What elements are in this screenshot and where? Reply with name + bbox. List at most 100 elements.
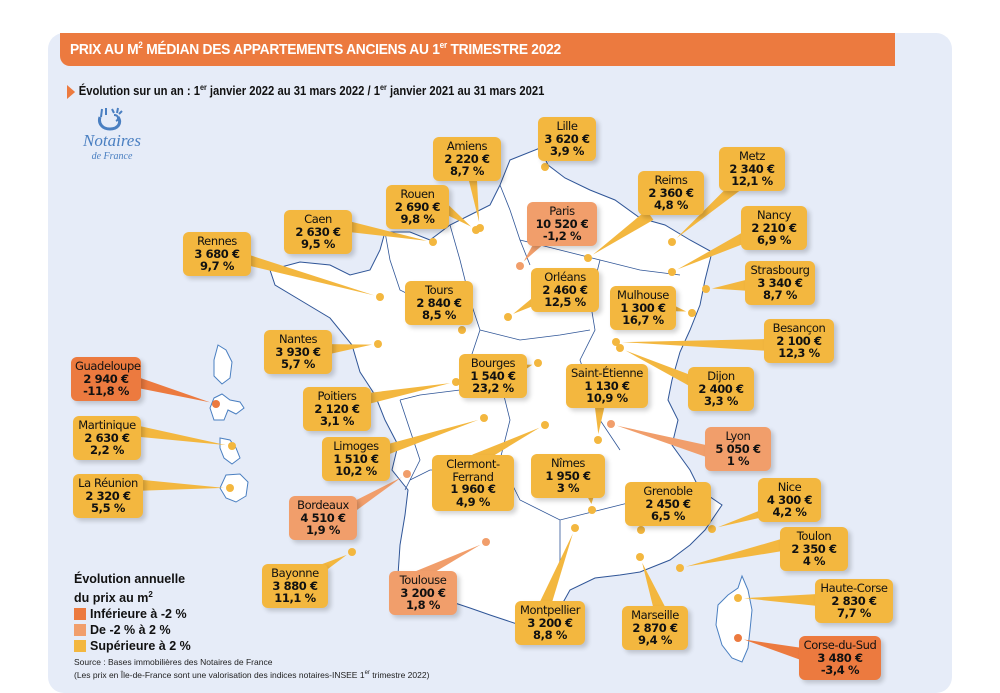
city-price: 1 510 € (333, 451, 379, 466)
pointer-martinique (129, 424, 227, 446)
callout-poitiers: Poitiers 2 120 €3,1 % (303, 387, 371, 431)
city-name: Bordeaux (297, 498, 349, 512)
city-dot-martinique (228, 442, 236, 450)
city-dot-strasbourg (702, 285, 710, 293)
city-name: Lyon (725, 429, 751, 443)
city-dot-limoges (480, 414, 488, 422)
legend-label: Supérieure à 2 % (90, 639, 191, 654)
city-price: 2 100 € (776, 333, 822, 348)
city-name: Corse-du-Sud (803, 638, 877, 652)
city-change: 2,2 % (90, 443, 124, 457)
city-price: 1 130 € (584, 378, 630, 393)
legend-title: Évolution annuelle du prix au m2 (74, 571, 191, 606)
city-dot-nice (708, 525, 716, 533)
callout-besancon: Besançon 2 100 €12,3 % (764, 319, 834, 363)
city-name: Grenoble (643, 484, 693, 498)
city-price: 3 620 € (544, 131, 590, 146)
callout-tours: Tours 2 840 €8,5 % (405, 281, 473, 325)
legend-item-high: Supérieure à 2 % (74, 638, 191, 654)
city-name: Saint-Étienne (571, 366, 643, 380)
callout-grenoble: Grenoble 2 450 €6,5 % (625, 482, 711, 526)
city-name: Lille (556, 119, 578, 133)
city-name: Nice (777, 480, 802, 494)
martinique-island (219, 437, 241, 465)
city-dot-besan-on (612, 338, 620, 346)
city-name: Bourges (470, 356, 516, 370)
city-dot-n-mes (588, 506, 596, 514)
pointer-lyon (616, 425, 712, 458)
city-price: 2 630 € (295, 224, 341, 239)
city-dot-metz (668, 238, 676, 246)
city-change: -11,8 % (83, 384, 129, 398)
city-price: 10 520 € (535, 216, 589, 231)
legend-item-mid: De -2 % à 2 % (74, 622, 191, 638)
city-price: 3 930 € (275, 344, 321, 359)
city-name-line-1: Clermont- (446, 457, 500, 471)
callout-reims: Reims 2 360 €4,8 % (638, 171, 704, 215)
city-change: 3 % (556, 481, 580, 495)
pointer-nantes (319, 344, 373, 356)
city-change: 8,8 % (533, 628, 567, 642)
city-change: 16,7 % (622, 313, 664, 327)
city-dot-bourges (534, 359, 542, 367)
city-price: 3 200 € (400, 585, 446, 600)
city-dot-toulon (676, 564, 684, 572)
city-dot-haute-corse (734, 594, 742, 602)
pointer-nancy (677, 229, 753, 270)
city-price: 2 210 € (751, 220, 797, 235)
city-dots (212, 163, 742, 642)
callout-marseille: Marseille 2 870 €9,4 % (622, 606, 688, 650)
pointer-reims (592, 210, 654, 255)
city-change: 12,3 % (778, 346, 820, 360)
city-name: Montpellier (519, 603, 581, 617)
city-name: Nancy (756, 208, 792, 222)
callout-amiens: Amiens 2 220 €8,7 % (433, 137, 501, 181)
pointer-rennes (228, 249, 375, 296)
city-change: 9,5 % (301, 237, 335, 251)
callout-dijon: Dijon 2 400 €3,3 % (688, 367, 754, 411)
callout-metz: Metz 2 340 €12,1 % (719, 147, 785, 191)
subtitle-text-3: janvier 2021 au 31 mars 2021 (386, 84, 545, 99)
legend-label: De -2 % à 2 % (90, 623, 171, 638)
city-change: 6,5 % (651, 509, 685, 523)
city-name: Guadeloupe (75, 359, 141, 373)
callout-paris: Paris 10 520 € -1,2 % (527, 202, 597, 246)
city-change: 1 % (726, 454, 750, 468)
notaires-logo: Notaires de France (76, 105, 148, 175)
city-price: 2 360 € (648, 185, 694, 200)
legend-title-line-1: Évolution annuelle (74, 572, 186, 586)
guadeloupe-island-1 (213, 344, 233, 385)
city-dot-mulhouse (688, 309, 696, 317)
city-price: 2 350 € (791, 541, 837, 556)
callout-haute-corse: Haute-Corse 2 830 €7,7 % (815, 579, 893, 623)
city-price: 4 300 € (766, 492, 813, 507)
title-sup-2: er (439, 40, 448, 50)
city-dot-guadeloupe (212, 400, 220, 408)
callout-lille: Lille 3 620 €3,9 % (538, 117, 596, 161)
city-price: 2 630 € (84, 430, 130, 445)
callout-lyon: Lyon 5 050 €1 % (705, 427, 771, 471)
city-change: 1,9 % (306, 523, 340, 537)
city-price: 1 960 € (450, 482, 496, 496)
city-name: Rouen (400, 187, 435, 201)
source-line-2-sup: er (364, 670, 370, 676)
source-line-2-end: trimestre 2022) (369, 669, 430, 680)
city-name: Limoges (333, 439, 379, 453)
city-price: 3 880 € (272, 578, 318, 593)
callout-rouen: Rouen 2 690 €9,8 % (386, 185, 449, 229)
city-dot-montpellier (571, 524, 579, 532)
subtitle: Évolution sur un an : 1er janvier 2022 a… (67, 83, 544, 99)
city-name: Bayonne (271, 566, 319, 580)
city-change: 12,5 % (544, 295, 586, 309)
city-change: 9,7 % (200, 259, 234, 273)
guadeloupe-island-2 (209, 393, 245, 421)
city-price: 2 460 € (542, 282, 588, 297)
legend-title-line-2: du prix au m (74, 591, 149, 606)
city-price: 2 940 € (83, 371, 129, 386)
callout-limoges: Limoges 1 510 €10,2 % (322, 437, 390, 481)
pointer-strasbourg (711, 279, 751, 291)
title-text-2: MÉDIAN DES APPARTEMENTS ANCIENS AU 1 (142, 41, 440, 58)
city-change: 8,7 % (763, 288, 797, 302)
city-change: 9,4 % (638, 633, 672, 647)
city-price: 3 680 € (194, 246, 240, 261)
